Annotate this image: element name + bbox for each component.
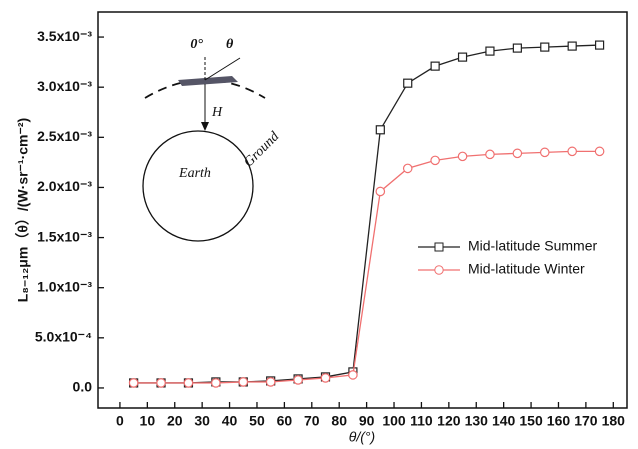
annotation: 0° — [190, 37, 203, 52]
x-tick-label: 170 — [574, 413, 598, 429]
marker — [539, 147, 550, 158]
marker — [238, 377, 249, 387]
marker — [457, 52, 468, 62]
x-tick-label: 180 — [602, 413, 626, 429]
annotation: H — [211, 105, 223, 120]
marker — [430, 61, 440, 71]
x-axis-label: θ/(°) — [349, 429, 375, 445]
marker — [211, 378, 221, 388]
marker — [156, 378, 166, 388]
marker — [375, 125, 385, 135]
series-line — [133, 44, 600, 384]
marker — [485, 149, 495, 160]
x-tick-label: 100 — [382, 413, 406, 429]
marker — [348, 370, 358, 380]
x-tick-label: 40 — [222, 413, 238, 429]
x-tick-label: 120 — [437, 413, 461, 429]
marker — [183, 378, 194, 388]
marker — [375, 186, 386, 197]
legend-label: Mid-latitude Winter — [468, 261, 585, 277]
marker — [403, 78, 413, 88]
x-tick-label: 20 — [167, 413, 183, 429]
y-tick-label: 1.0x10⁻³ — [37, 278, 92, 294]
annotation: Ground — [241, 129, 283, 171]
x-tick-label: 150 — [519, 413, 543, 429]
marker — [512, 43, 522, 53]
marker — [430, 155, 440, 166]
marker — [293, 375, 303, 385]
marker — [540, 42, 550, 52]
marker — [594, 40, 605, 50]
marker — [567, 146, 577, 157]
legend-label: Mid-latitude Summer — [468, 238, 597, 254]
x-tick-label: 80 — [331, 413, 347, 429]
annotation: Earth — [178, 166, 211, 181]
x-tick-label: 0 — [116, 413, 124, 429]
arrow-head — [201, 122, 209, 131]
marker — [128, 378, 139, 388]
y-tick-label: 1.5x10⁻³ — [37, 228, 92, 244]
marker — [402, 163, 413, 174]
y-tick-label: 2.0x10⁻³ — [37, 178, 92, 194]
y-tick-label: 3.0x10⁻³ — [37, 78, 92, 94]
legend-marker — [434, 265, 444, 275]
y-tick-label: 0.0 — [73, 379, 93, 395]
inset-diagram: 0° θ H Ground Earth — [142, 37, 283, 242]
marker — [457, 151, 468, 162]
x-tick-label: 30 — [194, 413, 210, 429]
marker — [567, 41, 577, 51]
plot-frame — [97, 11, 628, 409]
y-tick-label: 3.5x10⁻³ — [37, 28, 92, 44]
legend-marker — [434, 242, 444, 252]
marker — [320, 373, 331, 383]
view-line — [204, 57, 241, 81]
marker — [512, 148, 523, 159]
annotation: θ — [226, 37, 234, 52]
y-axis-label: L₈₋₁₂μm（θ）/(W·sr⁻¹·cm⁻²) — [15, 118, 31, 302]
y-tick-label: 2.5x10⁻³ — [37, 128, 92, 144]
x-tick-label: 140 — [492, 413, 516, 429]
x-tick-label: 160 — [547, 413, 571, 429]
x-tick-label: 10 — [140, 413, 156, 429]
earth-circle — [142, 130, 254, 242]
x-tick-label: 130 — [465, 413, 489, 429]
y-tick-label: 5.0x10⁻⁴ — [35, 329, 92, 345]
x-tick-label: 90 — [359, 413, 375, 429]
marker — [594, 146, 605, 157]
x-tick-label: 70 — [304, 413, 320, 429]
aircraft — [178, 76, 238, 86]
marker — [485, 46, 495, 56]
x-tick-label: 60 — [277, 413, 293, 429]
x-tick-label: 50 — [249, 413, 265, 429]
marker — [265, 377, 276, 387]
x-tick-label: 110 — [410, 413, 433, 429]
